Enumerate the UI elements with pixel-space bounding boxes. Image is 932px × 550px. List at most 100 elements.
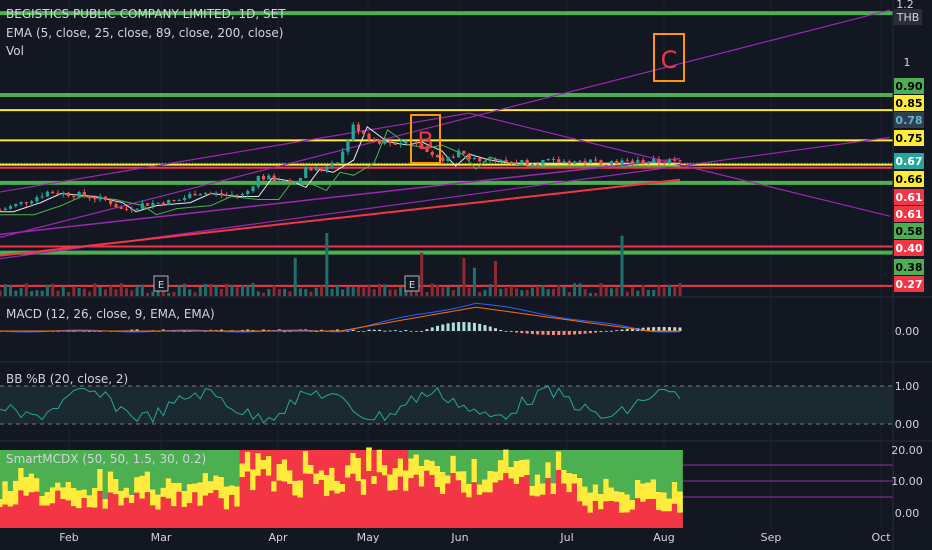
smart-top-bar: [150, 450, 156, 490]
volume-bar: [546, 289, 550, 296]
smart-yellow-bar: [239, 463, 246, 478]
candle-body: [652, 159, 656, 163]
price-level-label: 0.58: [895, 225, 922, 238]
smart-yellow-bar: [634, 479, 641, 499]
smart-red-bar: [260, 469, 267, 528]
smart-red-bar: [429, 475, 436, 528]
volume-legend[interactable]: Vol: [6, 44, 24, 58]
smart-yellow-bar: [171, 482, 177, 507]
candle-body: [530, 164, 535, 166]
volume-bar: [146, 292, 150, 296]
candle-body: [293, 182, 297, 184]
smart-top-bar: [613, 450, 620, 492]
smart-legend[interactable]: SmartMCDX (50, 50, 1.5, 30, 0.2): [6, 452, 207, 466]
smart-top-bar: [360, 450, 367, 480]
candle-body: [314, 168, 318, 171]
candle-body: [372, 138, 376, 141]
smart-top-bar: [281, 450, 288, 460]
macd-histogram-bar: [588, 331, 592, 334]
macd-histogram-bar: [388, 330, 392, 332]
smart-yellow-bar: [192, 483, 198, 493]
smart-yellow-bar: [518, 460, 525, 477]
smart-top-bar: [144, 450, 151, 472]
bb-legend[interactable]: BB %B (20, close, 2): [6, 372, 129, 386]
smart-yellow-bar: [12, 480, 19, 505]
candle-body: [536, 164, 540, 166]
time-axis[interactable]: Feb Mar Apr May Jun Jul Aug Sep Oct: [59, 531, 891, 544]
candle-body: [261, 175, 266, 180]
macd-histogram-bar: [557, 331, 561, 335]
smart-red-bar: [492, 482, 499, 528]
price-level-label: 0.78: [895, 114, 922, 127]
volume-bar: [88, 291, 92, 296]
candle-body: [119, 207, 123, 209]
smart-red-bar: [128, 503, 135, 528]
volume-bar: [588, 292, 592, 296]
volume-bar: [409, 287, 413, 296]
annotation-c-box[interactable]: [653, 33, 685, 82]
smart-top-bar: [524, 450, 530, 460]
volume-bar: [320, 285, 324, 296]
smart-top-bar: [608, 450, 615, 488]
smart-red-bar: [186, 503, 193, 528]
volume-bar: [604, 287, 608, 296]
smart-yellow-bar: [329, 467, 335, 491]
volume-bar: [309, 291, 313, 296]
smart-top-bar: [2, 450, 9, 482]
smart-red-bar: [318, 480, 325, 528]
bb-percent-line: [0, 385, 681, 424]
macd-histogram-bar: [393, 330, 397, 331]
smart-red-bar: [281, 481, 288, 528]
smart-yellow-bar: [144, 471, 151, 493]
smart-red-bar: [397, 476, 404, 528]
symbol-legend[interactable]: BEGISTICS PUBLIC COMPANY LIMITED, 1D, SE…: [6, 7, 286, 21]
smart-top-bar: [476, 450, 483, 485]
volume-bar: [557, 285, 561, 296]
candle-body: [467, 153, 471, 160]
smart-yellow-bar: [292, 480, 299, 496]
volume-bar: [204, 283, 208, 296]
smart-red-bar: [592, 501, 599, 528]
earnings-marker-2-label: E: [409, 280, 415, 291]
annotation-b-box[interactable]: [410, 114, 441, 164]
price-level-label: 0.67: [895, 155, 922, 168]
smart-top-bar: [508, 450, 515, 467]
smart-yellow-bar: [287, 470, 293, 485]
volume-bar: [362, 287, 366, 296]
candle-body: [520, 160, 524, 164]
smart-yellow-bar: [566, 472, 573, 493]
volume-bar: [467, 287, 471, 296]
candle-body: [167, 200, 171, 205]
volume-bar: [562, 286, 566, 296]
smart-red-bar: [239, 477, 246, 528]
macd-legend[interactable]: MACD (12, 26, close, 9, EMA, EMA): [6, 307, 215, 321]
smart-yellow-bar: [339, 483, 346, 492]
volume-bar: [599, 283, 603, 296]
earnings-marker-2[interactable]: [404, 275, 420, 292]
smart-top-bar: [482, 450, 488, 480]
smart-yellow-bar: [223, 486, 230, 510]
macd-histogram-bar: [414, 331, 418, 332]
volume-bar: [641, 285, 645, 296]
smart-yellow-bar: [76, 490, 82, 509]
volume-bar: [9, 285, 13, 296]
macd-histogram-bar: [409, 331, 413, 332]
candle-body: [225, 194, 229, 196]
macd-histogram-bar: [362, 331, 366, 332]
macd-tick-label: 0.00: [895, 325, 920, 338]
smart-red-bar: [508, 478, 515, 528]
earnings-marker-1[interactable]: [153, 275, 169, 292]
candle-body: [341, 151, 345, 163]
price-scale[interactable]: 1.2 THB 1: [894, 0, 922, 69]
smart-red-bar: [12, 504, 19, 528]
candle-body: [673, 159, 677, 161]
macd-histogram-bar: [599, 331, 603, 333]
smart-yellow-bar: [576, 477, 583, 502]
smart-yellow-bar: [381, 465, 388, 476]
smart-top-bar: [186, 450, 193, 485]
smart-top-bar: [640, 450, 646, 484]
ema-legend[interactable]: EMA (5, close, 25, close, 89, close, 200…: [6, 26, 284, 40]
y-tick-label: 1: [904, 56, 911, 69]
smart-top-bar: [271, 450, 277, 482]
